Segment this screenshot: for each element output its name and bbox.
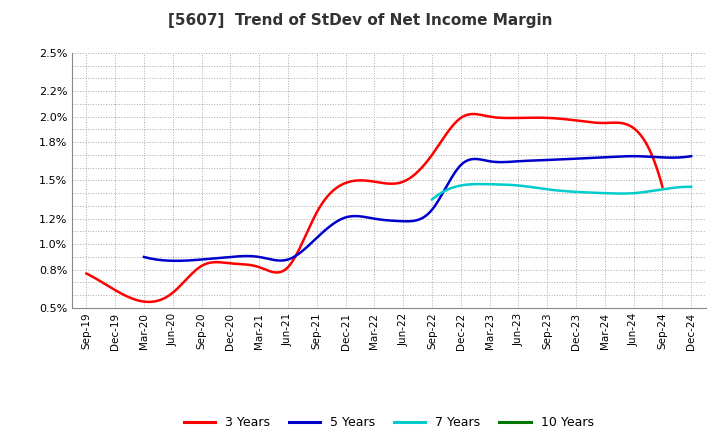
Text: [5607]  Trend of StDev of Net Income Margin: [5607] Trend of StDev of Net Income Marg… xyxy=(168,13,552,28)
Legend: 3 Years, 5 Years, 7 Years, 10 Years: 3 Years, 5 Years, 7 Years, 10 Years xyxy=(179,411,598,434)
